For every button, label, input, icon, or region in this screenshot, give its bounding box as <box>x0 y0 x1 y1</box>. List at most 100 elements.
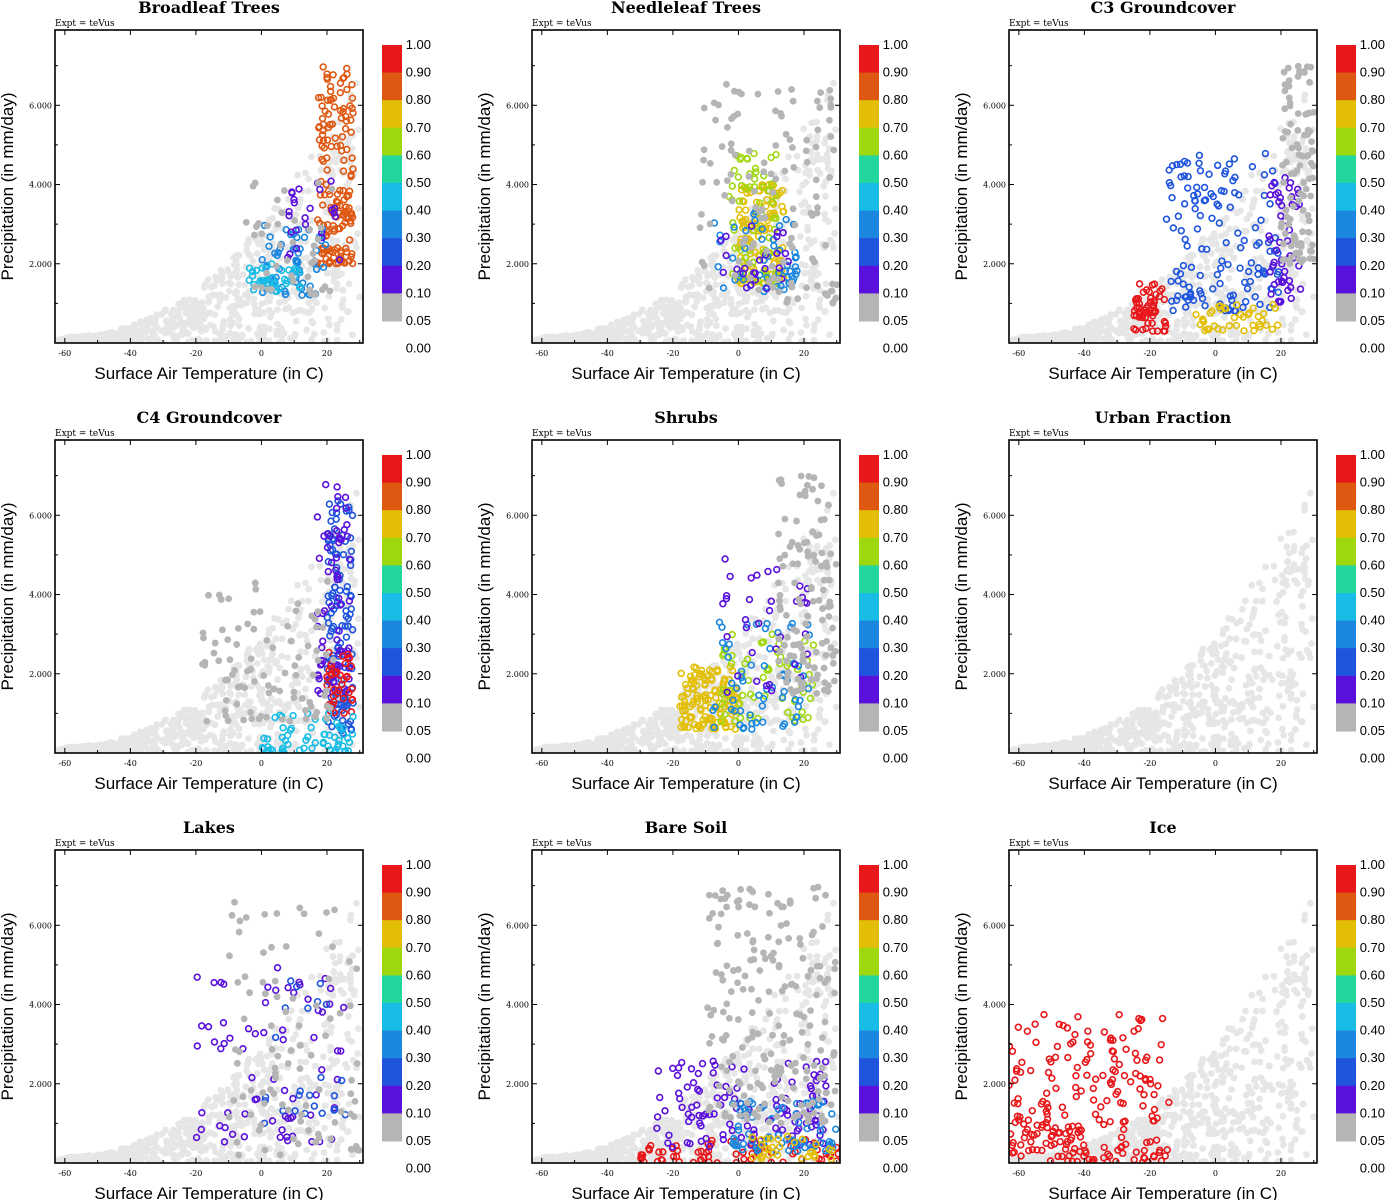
background-point <box>752 339 760 343</box>
background-point <box>745 309 753 317</box>
background-point <box>268 309 276 317</box>
data-point <box>278 746 286 753</box>
background-point <box>336 561 344 569</box>
background-point <box>1186 257 1194 265</box>
data-point <box>274 220 282 228</box>
background-point <box>802 292 810 300</box>
background-point <box>302 648 310 656</box>
background-point <box>749 289 757 296</box>
background-point <box>691 303 699 310</box>
background-point <box>774 306 782 314</box>
background-point <box>290 333 298 341</box>
background-point <box>305 676 313 684</box>
background-point <box>226 316 234 323</box>
background-point <box>759 295 766 303</box>
background-point <box>785 317 792 325</box>
data-point <box>347 128 355 136</box>
background-point <box>1217 232 1225 240</box>
data-point <box>772 214 780 222</box>
colorbar-label: 0.50 <box>406 585 431 600</box>
data-point <box>1290 235 1298 243</box>
background-point <box>297 648 304 656</box>
background-point <box>245 325 252 332</box>
data-point <box>1268 182 1276 190</box>
data-point <box>741 223 749 231</box>
background-point <box>830 79 837 87</box>
data-point <box>1284 128 1292 136</box>
background-point <box>1291 316 1299 323</box>
data-point <box>336 601 345 609</box>
y-axis-label: Precipitation (in mm/day) <box>0 502 17 690</box>
background-point <box>1106 338 1114 343</box>
data-point <box>323 702 331 710</box>
data-point <box>289 711 297 720</box>
background-point <box>298 673 306 680</box>
data-point <box>1196 211 1205 220</box>
data-point <box>1272 246 1281 254</box>
background-point <box>793 152 801 160</box>
background-point <box>256 326 264 334</box>
background-point <box>802 725 809 733</box>
background-point <box>1127 335 1135 343</box>
data-point <box>1191 205 1199 213</box>
data-point <box>706 159 714 167</box>
background-point <box>684 309 692 317</box>
colorbar-label: 1.00 <box>406 447 431 462</box>
x-axis-label: Surface Air Temperature (in C) <box>571 364 800 383</box>
data-point <box>1213 270 1222 279</box>
background-point <box>1165 337 1173 343</box>
data-point <box>1245 309 1253 317</box>
background-point <box>818 155 826 163</box>
data-point <box>329 222 337 230</box>
data-point <box>335 594 343 602</box>
background-point <box>345 280 353 288</box>
expt-label: Expt = teVus <box>532 429 592 439</box>
data-point <box>320 144 328 152</box>
background-point <box>815 270 822 278</box>
data-point <box>1213 200 1221 208</box>
data-point <box>812 176 820 184</box>
y-tick-label: 4.000 <box>506 181 529 190</box>
data-point <box>324 567 332 576</box>
data-point <box>290 694 298 702</box>
background-point <box>295 631 303 639</box>
background-point <box>803 321 810 329</box>
data-point <box>330 712 339 720</box>
background-point <box>253 660 261 667</box>
background-point <box>330 274 338 281</box>
data-point <box>1167 277 1175 286</box>
background-point <box>242 263 250 271</box>
data-point <box>347 116 355 124</box>
background-point <box>1248 171 1256 179</box>
data-point <box>319 286 326 294</box>
scatter-points <box>1009 62 1317 343</box>
background-point <box>1241 187 1249 195</box>
data-point <box>1280 68 1288 76</box>
colorbar-swatch <box>1336 100 1356 129</box>
background-point <box>238 333 246 341</box>
background-point <box>611 330 619 338</box>
data-point <box>345 597 354 605</box>
data-point <box>1213 161 1222 170</box>
data-point <box>758 205 766 213</box>
background-point <box>72 743 80 751</box>
data-point <box>252 266 261 275</box>
background-point <box>320 748 328 753</box>
data-point <box>786 240 794 248</box>
data-point <box>812 193 820 201</box>
background-point <box>355 536 362 544</box>
background-point <box>1049 333 1056 341</box>
data-point <box>1135 280 1144 288</box>
x-tick-label: 20 <box>322 759 332 768</box>
data-point <box>283 277 291 285</box>
data-point <box>289 245 298 253</box>
background-point <box>337 316 345 323</box>
colorbar-label: 0.40 <box>406 203 431 218</box>
data-point <box>754 90 762 98</box>
colorbar-label: 0.80 <box>406 92 431 107</box>
data-point <box>698 210 705 218</box>
data-point <box>278 209 286 217</box>
background-point <box>650 335 658 343</box>
data-point <box>730 226 738 234</box>
background-point <box>354 205 362 213</box>
